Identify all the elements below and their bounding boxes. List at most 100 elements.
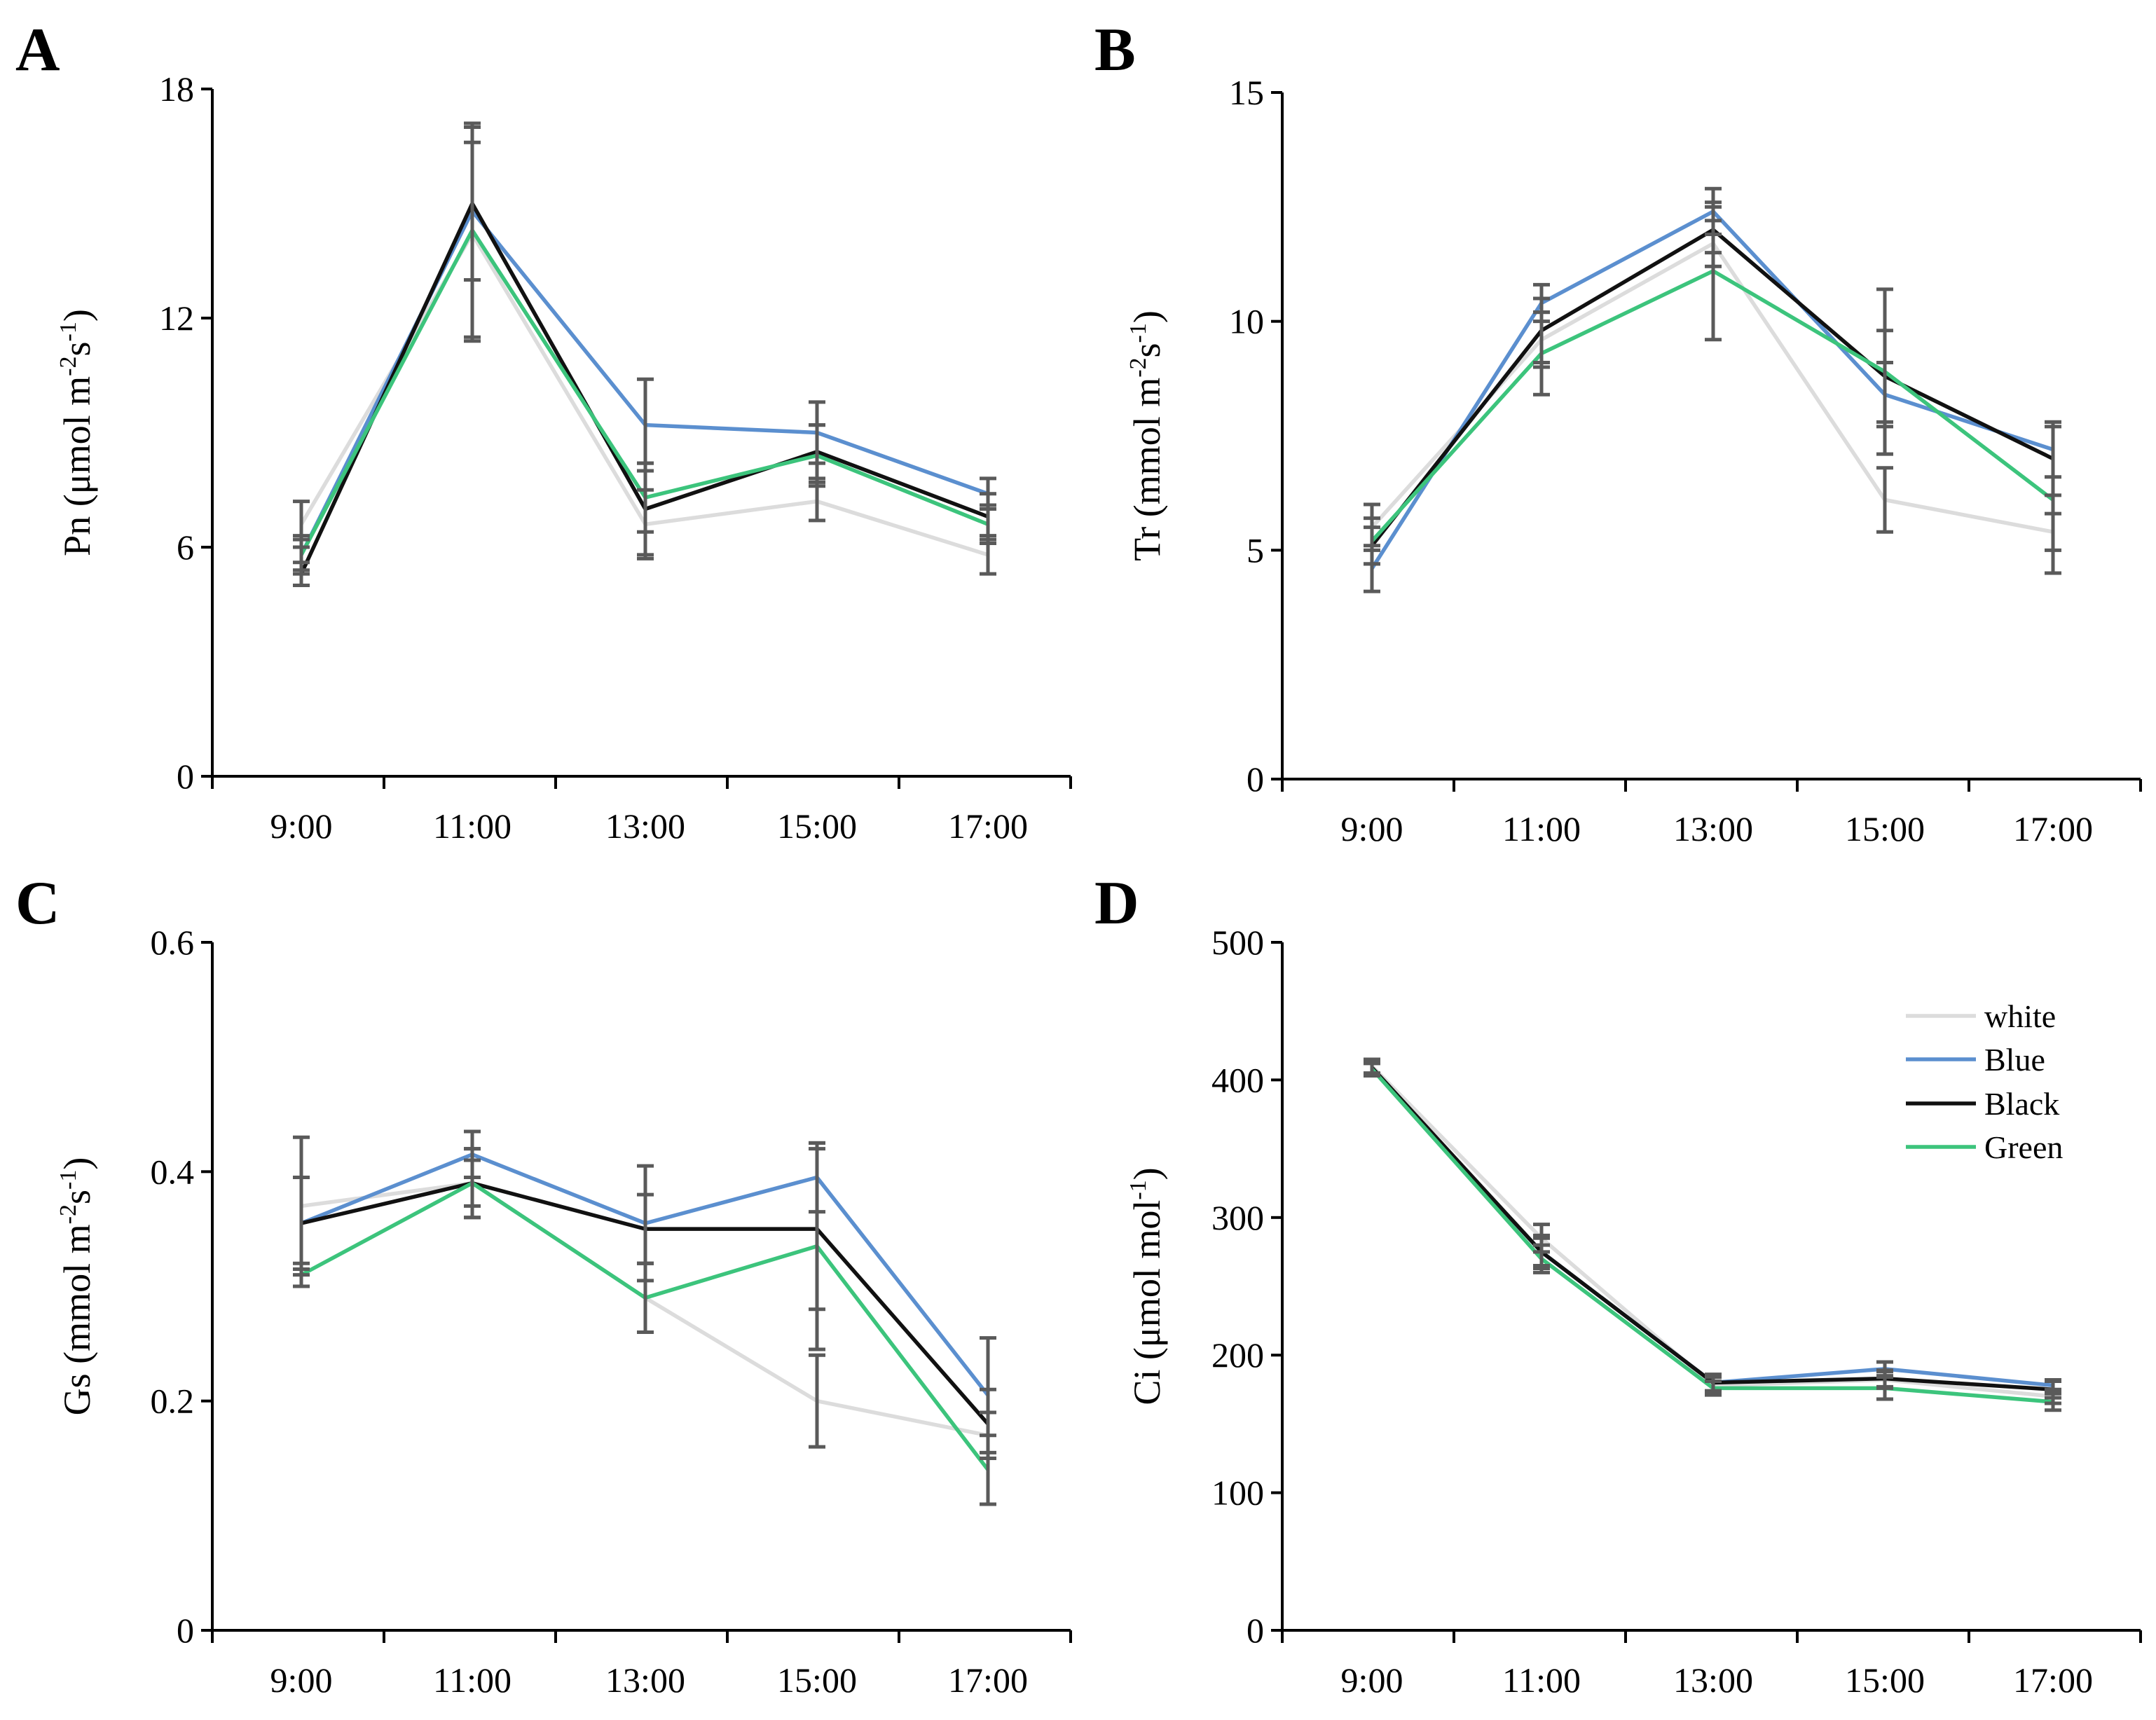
panel-b-ytick-label: 10 [1229, 302, 1264, 341]
panel-a-ylabel-ylabel-end: ) [56, 309, 98, 322]
panel-d-ytick-label: 0 [1247, 1611, 1264, 1650]
panel-a-ylabel-ylabel-sup2: -1 [55, 322, 81, 341]
panel-a-error-bar-green [809, 423, 825, 488]
panel-d-ytick-label: 500 [1211, 923, 1264, 962]
panel-d-ylabel-ylabel-main: Ci (μmol mol [1126, 1200, 1168, 1405]
panel-d-error-bar-green [1533, 1243, 1550, 1274]
panel-b-y-axis-title: Tr (mmol m-2s-1) [1125, 310, 1168, 561]
panel-d-ytick-label: 200 [1211, 1335, 1264, 1375]
panel-b-ylabel-ylabel-main: Tr (mmol m [1126, 378, 1168, 561]
panel-d-error-bar-green [1876, 1375, 1893, 1401]
panel-a-error-bar-green [464, 121, 481, 339]
panel-b-ytick-label: 5 [1247, 530, 1264, 570]
panel-d-ylabel-ylabel-end: ) [1126, 1167, 1168, 1180]
panel-d-series-white-line [1371, 1064, 2054, 1398]
panel-a-error-bar-green [637, 461, 654, 534]
panel-c-ylabel-ylabel-end: ) [56, 1157, 98, 1170]
panel-b-tr-chart: 0 5 10 15 9:00 11:00 13:00 15:00 17:00 Tr (mmol m… [1125, 73, 2142, 848]
panel-c-ytick-label: 0.2 [151, 1382, 195, 1421]
panel-c-ylabel-ylabel-mid: s [56, 1190, 98, 1204]
panel-c-ytick-label: 0 [177, 1611, 194, 1650]
panel-a-xtick-label: 17:00 [948, 806, 1028, 846]
legend: white Blue Black Green [1906, 998, 2063, 1165]
panel-b-xtick-label: 17:00 [2013, 809, 2093, 848]
panel-c-xtick-label: 13:00 [605, 1660, 685, 1700]
panel-a-error-bar-green [980, 503, 996, 546]
panel-b-error-bar-green [1705, 200, 1722, 342]
panel-c-ylabel-ylabel-sup1: -2 [55, 1204, 81, 1224]
panel-d-error-bar-green [2045, 1391, 2061, 1412]
panel-c-error-bar-green [293, 1261, 310, 1288]
panel-b-ylabel-ylabel-sup2: -1 [1125, 323, 1151, 343]
panel-b-xtick-label: 11:00 [1502, 809, 1581, 848]
panel-b-ytick-label: 15 [1229, 73, 1264, 112]
panel-a-error-bar-green [293, 537, 310, 572]
panel-a-ylabel-ylabel-sup1: -2 [55, 357, 81, 376]
panel-c-error-bar-green [464, 1147, 481, 1220]
panel-c-gs-chart: 0 0.2 0.4 0.6 9:00 11:00 13:00 15:00 17:00 Gs (mm… [55, 923, 1072, 1700]
panel-d-series-blue-line [1370, 1067, 2054, 1388]
panel-a-ylabel-ylabel-mid: s [56, 341, 98, 356]
panel-c-error-bar-white [809, 1353, 825, 1449]
panel-d-error-bar-green [1364, 1061, 1380, 1077]
panel-d-xtick-label: 15:00 [1845, 1660, 1925, 1700]
panel-b-ylabel-ylabel-end: ) [1126, 310, 1168, 323]
panel-d-ytick-label: 400 [1211, 1060, 1264, 1099]
panel-a-ytick-label: 18 [159, 69, 194, 109]
panel-a-xtick-label: 13:00 [605, 806, 685, 846]
panel-c-ylabel-ylabel-main: Gs (mmol m [56, 1224, 98, 1415]
panel-b-error-bar-green [1533, 310, 1550, 397]
panel-c-ylabel-ylabel-sup2: -1 [55, 1170, 81, 1190]
panel-b-error-bar-green [1876, 287, 1893, 456]
legend-label-green: Green [1984, 1129, 2063, 1165]
panel-b-xtick-label: 15:00 [1845, 809, 1925, 848]
panel-c-error-bar-green [809, 1141, 825, 1351]
legend-label-blue: Blue [1984, 1042, 2045, 1078]
panel-d-series-black-line [1370, 1066, 2054, 1392]
panel-a-ytick-label: 0 [177, 757, 194, 796]
panel-letter-c: C [15, 869, 60, 937]
panel-b-error-bar-green [1364, 516, 1380, 566]
panel-d-y-axis-title: Ci (μmol mol-1) [1125, 1167, 1168, 1405]
panel-d-xtick-label: 13:00 [1673, 1660, 1753, 1700]
panel-a-ytick-label: 12 [159, 298, 194, 338]
panel-a-ytick-label: 6 [177, 528, 194, 567]
panel-b-ytick-label: 0 [1247, 759, 1264, 799]
panel-c-xtick-label: 11:00 [433, 1660, 511, 1700]
panel-b-ylabel-ylabel-mid: s [1126, 343, 1168, 357]
panel-c-ytick-label: 0.4 [151, 1152, 195, 1191]
panel-c-xtick-label: 9:00 [270, 1660, 333, 1700]
panel-b-xtick-label: 9:00 [1341, 809, 1403, 848]
legend-label-white: white [1984, 998, 2056, 1034]
panel-b-error-bar-green [2045, 425, 2061, 575]
panel-letter-b: B [1094, 16, 1136, 84]
panel-c-y-axis-title: Gs (mmol m-2s-1) [55, 1157, 98, 1416]
panel-a-ylabel-ylabel-main: Pn (μmol m [56, 376, 98, 556]
panel-a-xtick-label: 9:00 [270, 806, 333, 846]
panel-d-series-green-line [1370, 1067, 2054, 1404]
panel-c-xtick-label: 15:00 [777, 1660, 857, 1700]
legend-label-black: Black [1984, 1086, 2059, 1122]
panel-c-error-bar-green [637, 1261, 654, 1334]
panel-b-ylabel-ylabel-sup1: -2 [1125, 357, 1151, 377]
panel-d-xtick-label: 9:00 [1341, 1660, 1403, 1700]
panel-d-xtick-label: 17:00 [2013, 1660, 2093, 1700]
panel-d-ytick-label: 300 [1211, 1198, 1264, 1237]
panel-letter-a: A [15, 16, 60, 84]
panel-d-ylabel-ylabel-sup1: -1 [1125, 1180, 1151, 1199]
panel-c-xtick-label: 17:00 [948, 1660, 1028, 1700]
panel-a-xtick-label: 15:00 [777, 806, 857, 846]
panel-a-y-axis-title: Pn (μmol m-2s-1) [55, 309, 98, 556]
panel-a-xtick-label: 11:00 [433, 806, 511, 846]
panel-d-error-bar-green [1705, 1380, 1722, 1397]
panel-d-ci-chart: 0 100 200 300 400 500 9:00 11:00 13:00 15:00 17:00… [1125, 923, 2142, 1700]
panel-letter-d: D [1094, 869, 1139, 937]
panel-c-ytick-label: 0.6 [151, 923, 195, 962]
panel-c-error-bar-green [980, 1433, 996, 1506]
panel-d-xtick-label: 11:00 [1502, 1660, 1581, 1700]
panel-b-error-bar-white [1876, 466, 1893, 534]
panel-a-pn-chart: 0 6 12 18 9:00 11:00 13:00 15:00 17:00 Pn (μmol m… [55, 69, 1072, 846]
panel-b-xtick-label: 13:00 [1673, 809, 1753, 848]
panel-d-ytick-label: 100 [1211, 1473, 1264, 1513]
